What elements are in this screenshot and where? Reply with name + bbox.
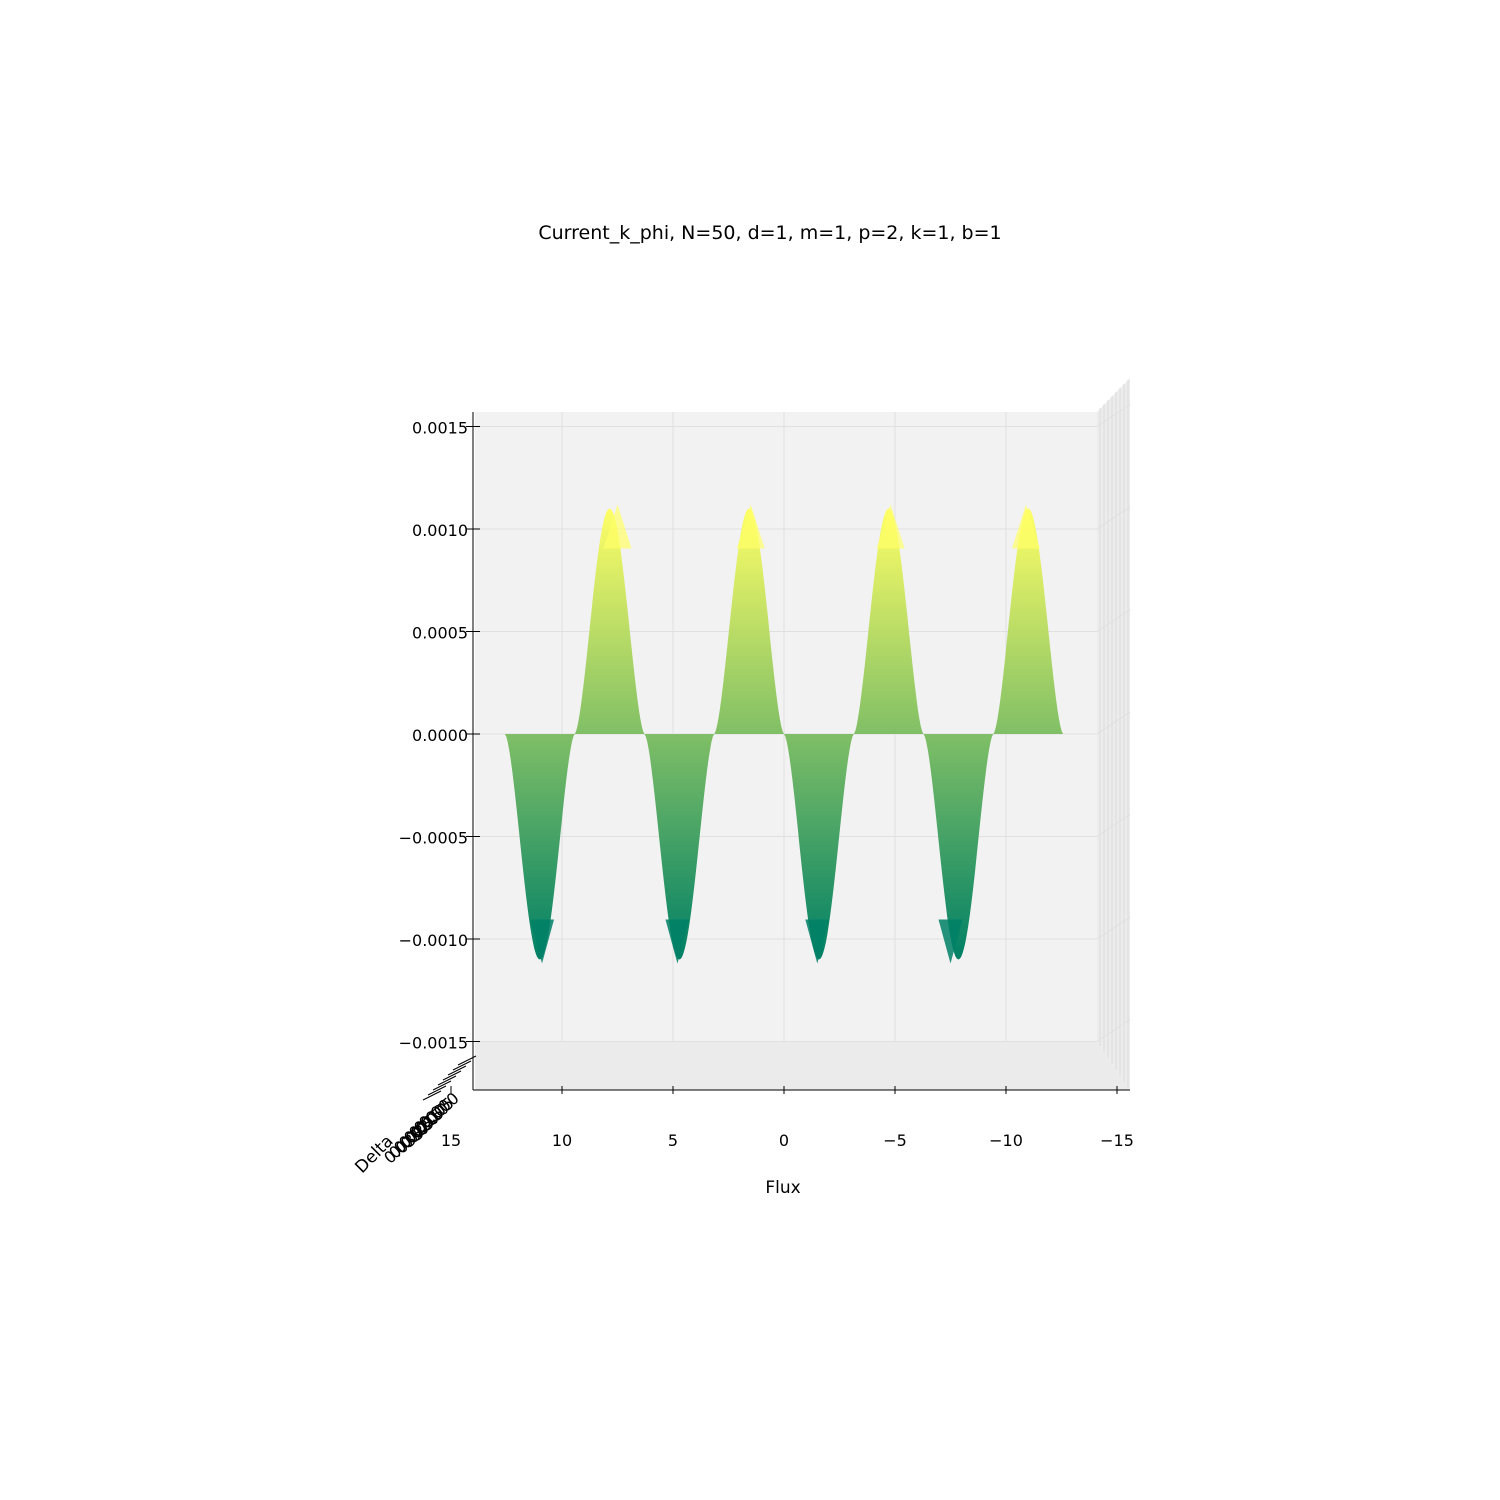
right-side-pane xyxy=(1097,378,1130,1090)
z-tick-label: 0.0000 xyxy=(412,726,468,745)
peak-mark xyxy=(1011,504,1040,549)
x-axis-label: Flux xyxy=(765,1178,800,1198)
x-tick-label: −10 xyxy=(989,1131,1023,1150)
x-axis-ticks: 15 10 5 0 −5 −10 −15 xyxy=(441,1086,1134,1150)
y-tick-mark xyxy=(452,1060,472,1071)
x-tick-label: −5 xyxy=(883,1131,907,1150)
chart-title: Current_k_phi, N=50, d=1, m=1, p=2, k=1,… xyxy=(538,222,1001,244)
trough-mark xyxy=(530,919,555,964)
floor-pane xyxy=(475,1042,1130,1090)
y-tick-mark xyxy=(457,1055,477,1066)
y-tick-mark xyxy=(422,1090,442,1101)
y-tick-mark xyxy=(437,1075,457,1086)
z-tick-label: −0.0005 xyxy=(399,829,468,848)
x-tick-label: 0 xyxy=(779,1131,789,1150)
grid-lines xyxy=(475,380,1131,1088)
trough-mark xyxy=(665,919,690,964)
y-tick-mark xyxy=(442,1070,462,1081)
z-tick-label: 0.0005 xyxy=(412,624,468,643)
trough-mark xyxy=(805,919,830,964)
z-tick-label: 0.0015 xyxy=(412,419,468,438)
x-tick-label: 5 xyxy=(668,1131,678,1150)
z-axis-ticks: 0.0015 0.0010 0.0005 0.0000 −0.0005 −0.0010 −0… xyxy=(399,419,480,1053)
x-tick-label: 10 xyxy=(552,1131,572,1150)
peak-mark xyxy=(603,504,632,549)
surface-profile xyxy=(504,508,1064,960)
surface-plot xyxy=(504,504,1064,964)
z-tick-label: −0.0015 xyxy=(399,1034,468,1053)
y-tick-mark xyxy=(447,1065,467,1076)
peak-mark xyxy=(736,504,765,549)
trough-mark xyxy=(938,919,963,964)
x-tick-label: 15 xyxy=(441,1131,461,1150)
x-tick-label: −15 xyxy=(1100,1131,1134,1150)
y-tick-mark xyxy=(432,1080,452,1091)
peak-mark xyxy=(876,504,905,549)
z-tick-label: 0.0010 xyxy=(412,521,468,540)
z-tick-label: −0.0010 xyxy=(399,931,468,950)
y-tick-mark xyxy=(427,1085,447,1096)
